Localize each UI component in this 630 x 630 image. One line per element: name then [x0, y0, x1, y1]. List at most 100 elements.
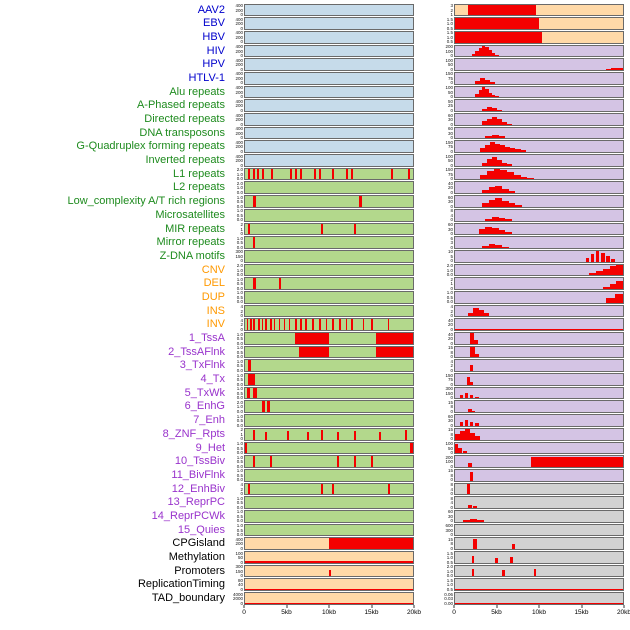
- y-tick-label: 4: [450, 304, 453, 310]
- y-tick-label: 150: [445, 167, 453, 173]
- data-bar: [470, 519, 477, 522]
- data-bar: [485, 47, 489, 57]
- y-tick-label: 1.0: [446, 555, 453, 560]
- y-tick-label: 0: [240, 573, 243, 579]
- panel-gap: [414, 264, 440, 277]
- track-plot-left-hpv: [244, 58, 414, 71]
- data-bar: [278, 278, 282, 289]
- data-bar: [379, 432, 382, 440]
- y-tick-label: 20: [447, 185, 453, 191]
- track-row-4-tx: 4_Tx 1.0 0.5 0.0 150 75 0: [0, 373, 630, 387]
- y-tick-label: 0: [240, 107, 243, 113]
- x-axis-right: 0 5kb 10kb 15kb 20kb: [452, 605, 630, 623]
- data-bar: [376, 346, 413, 358]
- y-tick-label: 400: [235, 139, 243, 145]
- data-bar: [596, 271, 603, 276]
- y-tick-label: 150: [235, 568, 243, 574]
- track-plot-right-mir-repeats: [454, 222, 624, 236]
- data-bar: [498, 230, 506, 235]
- data-bar: [497, 160, 503, 166]
- y-axis-right-1-tssa: 40 20 0: [440, 332, 454, 345]
- panel-gap: [414, 496, 440, 509]
- track-plot-right-microsatellites: [454, 208, 624, 222]
- data-bar: [350, 168, 353, 180]
- y-tick-label: 100: [445, 57, 453, 63]
- y-tick-label: 0.5: [236, 377, 243, 383]
- data-bar: [505, 146, 511, 153]
- y-axis-right-alu-repeats: 100 50 0: [440, 86, 454, 99]
- y-tick-label: 30: [447, 199, 453, 205]
- y-axis-right-5-txwk: 300 150 0: [440, 387, 454, 400]
- y-tick-label: 8: [450, 208, 453, 214]
- y-tick-label: 0: [450, 422, 453, 428]
- y-tick-label: 0.0: [236, 217, 243, 223]
- y-tick-label: 400: [235, 112, 243, 118]
- y-tick-label: 100: [445, 441, 453, 446]
- data-bar: [606, 297, 615, 303]
- y-tick-label: 0: [450, 395, 453, 401]
- data-bar: [609, 284, 617, 289]
- data-bar: [486, 118, 492, 125]
- y-tick-label: 0.0: [236, 532, 243, 538]
- track-label-microsatellites: Microsatellites: [155, 208, 225, 221]
- track-row-ins: INS 4 2 0 4 2 0: [0, 304, 630, 318]
- data-bar: [295, 319, 298, 330]
- track-plot-left-dna-transposons: [244, 126, 414, 140]
- y-tick-label: 60: [447, 194, 453, 200]
- track-plot-left-htlv-1: [244, 71, 414, 85]
- panel-gap: [414, 86, 440, 99]
- track-row-14-reprpcwk: 14_ReprPCWk 1.0 0.5 0.0 60 30 0: [0, 509, 630, 523]
- y-axis-right-11-bivflnk: 15 8 0: [440, 469, 454, 482]
- y-tick-label: 0: [450, 121, 453, 127]
- y-axis-left-g-quadruplex-forming-repeats: 400 200 0: [230, 140, 244, 153]
- data-bar: [458, 447, 462, 454]
- track-row-dna-transposons: DNA transposons 400 200 0 60 30 0: [0, 126, 630, 140]
- data-bar: [465, 420, 469, 426]
- y-tick-label: 0.0: [236, 244, 243, 250]
- data-bar: [614, 293, 623, 303]
- data-bar: [589, 273, 597, 276]
- data-bar: [345, 168, 348, 180]
- data-bar: [502, 188, 509, 194]
- y-axis-left-14-reprpcwk: 1.0 0.5 0.0: [230, 510, 244, 523]
- data-bar: [596, 250, 600, 262]
- track-row-7-enh: 7_Enh 1.0 0.5 0.0 60 30 0: [0, 414, 630, 428]
- y-tick-label: 40: [237, 582, 243, 588]
- data-bar: [465, 393, 469, 399]
- track-plot-right-cpgisland: [454, 537, 624, 550]
- y-tick-label: 0: [240, 121, 243, 127]
- y-tick-label: 2000: [232, 596, 243, 602]
- data-bar: [312, 319, 314, 330]
- track-label-4-tx: 4_Tx: [200, 373, 225, 386]
- track-label-methylation: Methylation: [168, 551, 225, 563]
- data-bar: [491, 216, 499, 221]
- data-bar: [495, 245, 503, 248]
- x-tick-label: 0: [452, 608, 456, 616]
- track-plot-left-15-quies: [244, 523, 414, 537]
- y-tick-label: 0.5: [236, 281, 243, 287]
- y-axis-right-a-phased-repeats: 50 25 0: [440, 99, 454, 112]
- y-tick-label: 0: [450, 518, 453, 524]
- y-tick-label: 50: [237, 555, 243, 560]
- data-bar: [478, 229, 486, 235]
- track-label-15-quies: 15_Quies: [177, 523, 225, 536]
- y-tick-label: 1.0: [446, 582, 453, 588]
- track-label-13-reprpc: 13_ReprPC: [167, 496, 225, 509]
- y-tick-label: 75: [447, 377, 453, 383]
- data-bar: [253, 278, 256, 289]
- track-plot-right-7-enh: [454, 414, 624, 427]
- y-tick-label: 10: [447, 249, 453, 255]
- data-bar: [515, 205, 523, 207]
- y-axis-left-del: 1.0 0.5 0.0: [230, 277, 244, 290]
- x-tick-label: 10kb: [321, 608, 337, 616]
- y-tick-label: 60: [447, 413, 453, 419]
- data-bar: [455, 603, 623, 604]
- y-tick-label: 1.0: [236, 276, 243, 282]
- y-tick-label: 0.0: [236, 422, 243, 428]
- y-axis-left-promoters: 300 150 0: [230, 565, 244, 578]
- track-plot-right-8-znf-rpts: [454, 427, 624, 441]
- track-label-5-txwk: 5_TxWk: [184, 386, 225, 399]
- y-axis-right-htlv-1: 150 75 0: [440, 72, 454, 85]
- data-bar: [476, 520, 484, 522]
- track-plot-left-l2-repeats: [244, 181, 414, 195]
